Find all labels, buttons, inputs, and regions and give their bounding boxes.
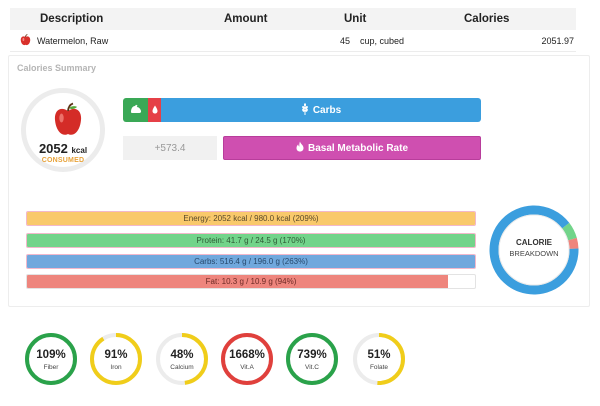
consumed-unit: kcal bbox=[71, 146, 88, 155]
micronutrient-fiber[interactable]: 109% Fiber bbox=[24, 332, 78, 386]
breakdown-title: CALORIE bbox=[516, 238, 552, 247]
progress-ring bbox=[90, 333, 142, 385]
apple-icon bbox=[20, 33, 31, 48]
header-unit: Unit bbox=[344, 13, 367, 25]
micronutrient-folate[interactable]: 51% Folate bbox=[352, 332, 406, 386]
micronutrient-iron[interactable]: 91% Iron bbox=[89, 332, 143, 386]
micronutrient-name: Vit.C bbox=[305, 364, 319, 371]
protein-fill bbox=[27, 234, 475, 247]
fat-label: Fat: 10.3 g / 10.9 g (94%) bbox=[205, 277, 297, 286]
carbs-bar: Carbs: 516.4 g / 196.0 g (263%) bbox=[26, 254, 476, 269]
header-amount: Amount bbox=[224, 13, 268, 25]
progress-ring bbox=[25, 333, 77, 385]
header-description: Description bbox=[40, 13, 104, 25]
progress-ring bbox=[156, 333, 208, 385]
protein-label: Protein: 41.7 g / 24.5 g (170%) bbox=[196, 236, 306, 245]
micronutrient-percent: 109% bbox=[36, 349, 66, 361]
table-row[interactable]: Watermelon, Raw 45 cup, cubed 2051.97 bbox=[10, 30, 576, 52]
consumed-label: CONSUMED bbox=[41, 157, 85, 164]
summary-title: Calories Summary bbox=[17, 63, 97, 73]
energy-fill bbox=[27, 212, 475, 225]
micronutrient-vitc[interactable]: 739% Vit.C bbox=[285, 332, 339, 386]
row-amount: 45 bbox=[339, 35, 350, 46]
table-header: Description Amount Unit Calories bbox=[10, 8, 576, 30]
carbs-fill bbox=[27, 255, 475, 268]
protein-bar: Protein: 41.7 g / 24.5 g (170%) bbox=[26, 233, 476, 248]
progress-ring bbox=[353, 333, 405, 385]
energy-bar: Energy: 2052 kcal / 980.0 kcal (209%) bbox=[26, 211, 476, 226]
calories-summary-panel: Calories Summary 2052 kcal CONSUMED bbox=[8, 55, 590, 307]
bmr-button[interactable]: Basal Metabolic Rate bbox=[223, 136, 481, 160]
muscle-icon bbox=[130, 101, 142, 119]
consumed-value: 2052 kcal bbox=[26, 141, 100, 156]
row-description: Watermelon, Raw bbox=[37, 35, 109, 46]
micronutrient-calcium[interactable]: 48% Calcium bbox=[155, 332, 209, 386]
micronutrient-vita[interactable]: 1668% Vit.A bbox=[220, 332, 274, 386]
micronutrient-percent: 739% bbox=[297, 349, 327, 361]
consumed-circle: 2052 kcal CONSUMED bbox=[21, 88, 105, 172]
micronutrient-name: Calcium bbox=[170, 364, 194, 371]
macro-bar[interactable]: Carbs bbox=[123, 98, 481, 122]
micronutrient-name: Fiber bbox=[43, 364, 59, 371]
drop-icon bbox=[152, 101, 158, 119]
progress-ring bbox=[286, 333, 338, 385]
protein-segment[interactable] bbox=[123, 98, 148, 122]
fat-segment[interactable] bbox=[148, 98, 161, 122]
fire-icon bbox=[296, 141, 304, 155]
apple-icon bbox=[53, 102, 83, 143]
food-table: Description Amount Unit Calories Waterme… bbox=[10, 8, 576, 52]
wheat-icon bbox=[301, 102, 309, 118]
micronutrient-percent: 1668% bbox=[229, 349, 265, 361]
carbs-bar-label: Carbs: 516.4 g / 196.0 g (263%) bbox=[194, 257, 308, 266]
row-unit: cup, cubed bbox=[360, 35, 405, 46]
bmr-label: Basal Metabolic Rate bbox=[307, 142, 409, 154]
micronutrient-percent: 48% bbox=[170, 349, 194, 361]
micronutrient-percent: 51% bbox=[367, 349, 391, 361]
fat-bar: Fat: 10.3 g / 10.9 g (94%) bbox=[26, 274, 476, 289]
fat-fill bbox=[27, 275, 449, 288]
row-calories: 2051.97 bbox=[541, 35, 574, 46]
carbs-label: Carbs bbox=[312, 104, 342, 116]
donut-fat-segment[interactable] bbox=[489, 205, 579, 295]
extra-calories: +573.4 bbox=[123, 136, 217, 160]
micronutrient-name: Iron bbox=[110, 364, 122, 371]
breakdown-label: CALORIE BREAKDOWN bbox=[486, 237, 582, 259]
micronutrient-name: Folate bbox=[369, 364, 389, 371]
carbs-segment[interactable]: Carbs bbox=[161, 98, 481, 122]
micronutrient-percent: 91% bbox=[104, 349, 128, 361]
energy-label: Energy: 2052 kcal / 980.0 kcal (209%) bbox=[183, 214, 319, 223]
header-calories: Calories bbox=[464, 13, 510, 25]
consumed-kcal-number: 2052 bbox=[38, 141, 68, 156]
calorie-breakdown-donut[interactable] bbox=[486, 202, 582, 298]
micronutrient-name: Vit.A bbox=[240, 364, 254, 371]
progress-ring bbox=[221, 333, 273, 385]
breakdown-subtitle: BREAKDOWN bbox=[509, 249, 559, 258]
